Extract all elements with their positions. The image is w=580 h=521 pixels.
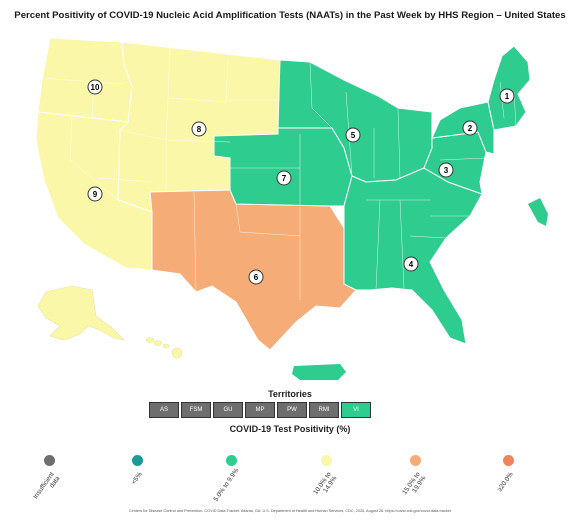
region-marker-2: 2 — [462, 120, 478, 136]
legend-item-15-19: 15.0% to 19.9% — [401, 455, 427, 515]
region-label-9: 9 — [93, 190, 98, 199]
legend-item-5-9: 5.0% to 9.9% — [212, 455, 242, 515]
territory-mp[interactable]: MP — [245, 402, 275, 418]
region-label-7: 7 — [282, 174, 287, 183]
region-10-shape[interactable] — [37, 37, 133, 123]
region-marker-3: 3 — [438, 162, 454, 178]
region-marker-4: 4 — [403, 256, 419, 272]
region-4-shape[interactable] — [343, 167, 483, 345]
region-label-1: 1 — [505, 92, 510, 101]
legend-swatch — [503, 455, 514, 466]
region-marker-1: 1 — [499, 88, 515, 104]
territory-gu[interactable]: GU — [213, 402, 243, 418]
legend-item-10-14: 10.0% to 14.9% — [312, 455, 338, 515]
territory-pw[interactable]: PW — [277, 402, 307, 418]
region-1-shape[interactable] — [487, 45, 531, 131]
state-boundaries — [39, 47, 517, 300]
region-label-4: 4 — [409, 260, 414, 269]
source-citation: Centers for Disease Control and Preventi… — [128, 509, 452, 513]
region-marker-8: 8 — [191, 121, 207, 137]
region-markers: 1 2 3 4 5 6 7 8 9 10 — [87, 79, 515, 285]
puerto-rico-shape[interactable] — [292, 364, 346, 380]
region-label-10: 10 — [91, 83, 100, 92]
legend-item-insufficient: Insufficient data — [32, 455, 61, 515]
territory-fsm[interactable]: FSM — [181, 402, 211, 418]
region-label-2: 2 — [468, 124, 473, 133]
region-label-5: 5 — [351, 131, 356, 140]
region-marker-6: 6 — [248, 269, 264, 285]
region-7-shape[interactable] — [213, 127, 353, 207]
territory-as[interactable]: AS — [149, 402, 179, 418]
territories-title: Territories — [268, 389, 312, 399]
legend-swatch — [44, 455, 55, 466]
legend-title: COVID-19 Test Positivity (%) — [229, 424, 351, 434]
territory-island-shape[interactable] — [528, 198, 548, 226]
legend-swatch — [132, 455, 143, 466]
map-title: Percent Positivity of COVID-19 Nucleic A… — [14, 10, 566, 21]
territories-list: AS FSM GU MP PW RMI VI — [149, 402, 371, 418]
region-6-shape[interactable] — [149, 189, 357, 351]
region-marker-10: 10 — [87, 79, 103, 95]
legend-item-lt5: <5% — [128, 455, 148, 515]
legend-item-gte20: ≥20.0% — [496, 455, 519, 515]
region-marker-9: 9 — [87, 186, 103, 202]
legend-swatch — [321, 455, 332, 466]
region-label-8: 8 — [197, 125, 202, 134]
territory-rmi[interactable]: RMI — [309, 402, 339, 418]
legend-swatch — [410, 455, 421, 466]
region-marker-5: 5 — [345, 127, 361, 143]
alaska-shape[interactable] — [37, 285, 125, 341]
hawaii-shape[interactable] — [145, 337, 183, 359]
territory-vi[interactable]: VI — [341, 402, 371, 418]
legend-swatch — [226, 455, 237, 466]
region-marker-7: 7 — [276, 170, 292, 186]
region-label-3: 3 — [444, 166, 449, 175]
region-label-6: 6 — [254, 273, 259, 282]
